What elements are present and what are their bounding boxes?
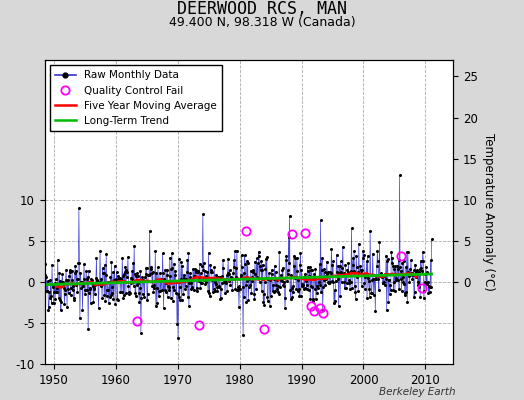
Text: DEERWOOD RCS, MAN: DEERWOOD RCS, MAN	[177, 0, 347, 18]
Legend: Raw Monthly Data, Quality Control Fail, Five Year Moving Average, Long-Term Tren: Raw Monthly Data, Quality Control Fail, …	[50, 65, 222, 131]
Text: Berkeley Earth: Berkeley Earth	[379, 387, 456, 397]
Y-axis label: Temperature Anomaly (°C): Temperature Anomaly (°C)	[482, 133, 495, 291]
Text: 49.400 N, 98.318 W (Canada): 49.400 N, 98.318 W (Canada)	[169, 16, 355, 29]
